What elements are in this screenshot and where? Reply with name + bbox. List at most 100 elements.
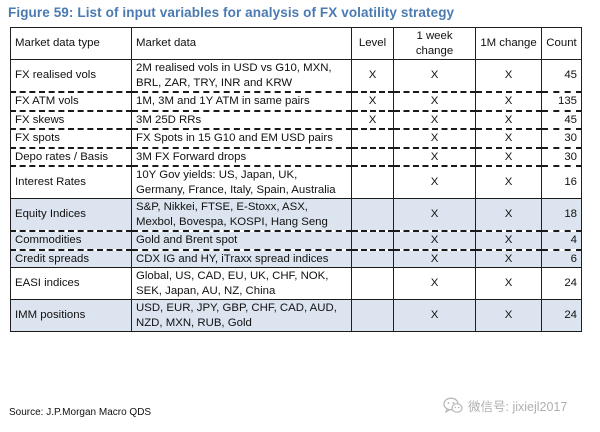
market-data-type-cell: Credit spreads [10,248,132,268]
header-1m-change: 1M change [475,27,542,60]
level-cell [351,128,394,148]
market-data-line: Mexbol, Bovespa, KOSPI, Hang Seng [136,215,328,228]
level-cell [351,146,394,166]
market-data-line: FX Spots in 15 G10 and EM USD pairs [136,132,333,144]
one-month-change-cell: X [475,248,542,268]
market-data-line: NZD, MXN, RUB, Gold [136,316,252,329]
market-data-type-cell: FX ATM vols [10,91,132,111]
one-week-change-cell: X [393,198,476,231]
one-week-change-cell: X [393,128,476,148]
market-data-cell: 1M, 3M and 1Y ATM in same pairs [131,91,352,111]
market-data-line: 3M FX Forward drops [136,150,247,163]
table-row: FX realised vols 2M realised vols in USD … [10,59,582,92]
market-data-line: CDX IG and HY, iTraxx spread indices [136,252,329,265]
table-row: Equity Indices S&P, Nikkei, FTSE, E-Stoxx… [10,198,582,231]
market-data-cell: 3M FX Forward drops [131,146,352,166]
market-data-cell: Gold and Brent spot [131,230,352,250]
count-cell: 30 [541,128,582,148]
level-cell: X [351,59,394,92]
count-cell: 24 [541,267,582,300]
market-data-cell: 3M 25D RRs [131,109,352,129]
one-week-change-cell: X [393,165,476,199]
market-data-cell: CDX IG and HY, iTraxx spread indices [131,248,352,268]
market-data-line: BRL, ZAR, TRY, INR and KRW [136,76,293,89]
table-row: Depo rates / Basis 3M FX Forward drops X X 3… [10,146,582,166]
level-cell [351,165,394,199]
count-cell: 45 [541,109,582,129]
one-month-change-cell: X [475,128,542,148]
one-month-change-cell: X [475,198,542,231]
market-data-type-cell: FX spots [10,128,132,148]
market-data-line: 10Y Gov yields: US, Japan, UK, [136,169,298,181]
one-month-change-cell: X [475,146,542,166]
market-data-line: 3M 25D RRs [136,113,202,126]
table-row: FX skews 3M 25D RRs X X X 45 [10,109,582,129]
market-data-cell: 10Y Gov yields: US, Japan, UK, Germany, F… [131,165,352,199]
market-data-cell: S&P, Nikkei, FTSE, E-Stoxx, ASX, Mexbol, … [131,198,352,231]
count-cell: 24 [541,299,582,332]
level-cell [351,248,394,268]
market-data-type-cell: Equity Indices [10,198,132,231]
count-cell: 6 [541,248,582,268]
market-data-type-cell: FX skews [10,109,132,129]
market-data-cell: FX Spots in 15 G10 and EM USD pairs [131,128,352,148]
one-month-change-cell: X [475,109,542,129]
level-cell [351,198,394,231]
table-row: FX spots FX Spots in 15 G10 and EM USD pa… [10,128,582,148]
wechat-icon [443,397,463,413]
input-variables-table: Market data type Market data Level 1 wee… [10,27,582,332]
one-month-change-cell: X [475,299,542,332]
one-month-change-cell: X [475,91,542,111]
one-week-change-cell: X [393,230,476,250]
level-cell [351,299,394,332]
table-row: Credit spreads CDX IG and HY, iTraxx spre… [10,248,582,268]
watermark-text: 微信号: jixiejl2017 [468,400,568,414]
market-data-type-cell: Commodities [10,230,132,250]
market-data-line: USD, EUR, JPY, GBP, CHF, CAD, AUD, [136,302,337,314]
level-cell: X [351,91,394,111]
market-data-type-cell: Interest Rates [10,165,132,199]
market-data-type-cell: IMM positions [10,299,132,332]
count-cell: 30 [541,146,582,166]
one-month-change-cell: X [475,230,542,250]
table-body: FX realised vols 2M realised vols in USD … [10,59,582,332]
table-row: IMM positions USD, EUR, JPY, GBP, CHF, CA… [10,299,582,332]
market-data-line: Global, US, CAD, EU, UK, CHF, NOK, [136,270,329,282]
one-month-change-cell: X [475,165,542,199]
header-market-data-type: Market data type [10,27,132,60]
one-week-change-cell: X [393,91,476,111]
market-data-type-cell: EASI indices [10,267,132,300]
level-cell [351,267,394,300]
count-cell: 18 [541,198,582,231]
one-week-change-cell: X [393,267,476,300]
count-cell: 4 [541,230,582,250]
market-data-cell: USD, EUR, JPY, GBP, CHF, CAD, AUD, NZD, M… [131,299,352,332]
count-cell: 135 [541,91,582,111]
level-cell [351,230,394,250]
one-month-change-cell: X [475,267,542,300]
table-row: FX ATM vols 1M, 3M and 1Y ATM in same pai… [10,91,582,111]
one-week-change-cell: X [393,146,476,166]
one-week-change-cell: X [393,109,476,129]
market-data-line: SEK, Japan, AU, NZ, China [136,284,276,297]
watermark: 微信号: jixiejl2017 [443,396,567,415]
figure-title: Figure 59: List of input variables for a… [8,5,455,20]
table-row: Interest Rates 10Y Gov yields: US, Japan,… [10,165,582,199]
table-header-row: Market data type Market data Level 1 wee… [10,27,582,60]
header-market-data: Market data [131,27,352,60]
level-cell: X [351,109,394,129]
market-data-line: 1M, 3M and 1Y ATM in same pairs [136,95,310,107]
market-data-cell: Global, US, CAD, EU, UK, CHF, NOK, SEK, J… [131,267,352,300]
source-note: Source: J.P.Morgan Macro QDS [9,407,152,418]
market-data-cell: 2M realised vols in USD vs G10, MXN, BRL,… [131,59,352,92]
header-count: Count [541,27,582,60]
market-data-line: Gold and Brent spot [136,234,238,246]
market-data-type-cell: Depo rates / Basis [10,146,132,166]
one-week-change-cell: X [393,248,476,268]
header-1-week-change: 1 week change [393,27,476,60]
one-week-change-cell: X [393,299,476,332]
market-data-line: Germany, France, Italy, Spain, Australia [136,183,336,196]
count-cell: 16 [541,165,582,199]
market-data-line: 2M realised vols in USD vs G10, MXN, [136,62,332,74]
one-month-change-cell: X [475,59,542,92]
